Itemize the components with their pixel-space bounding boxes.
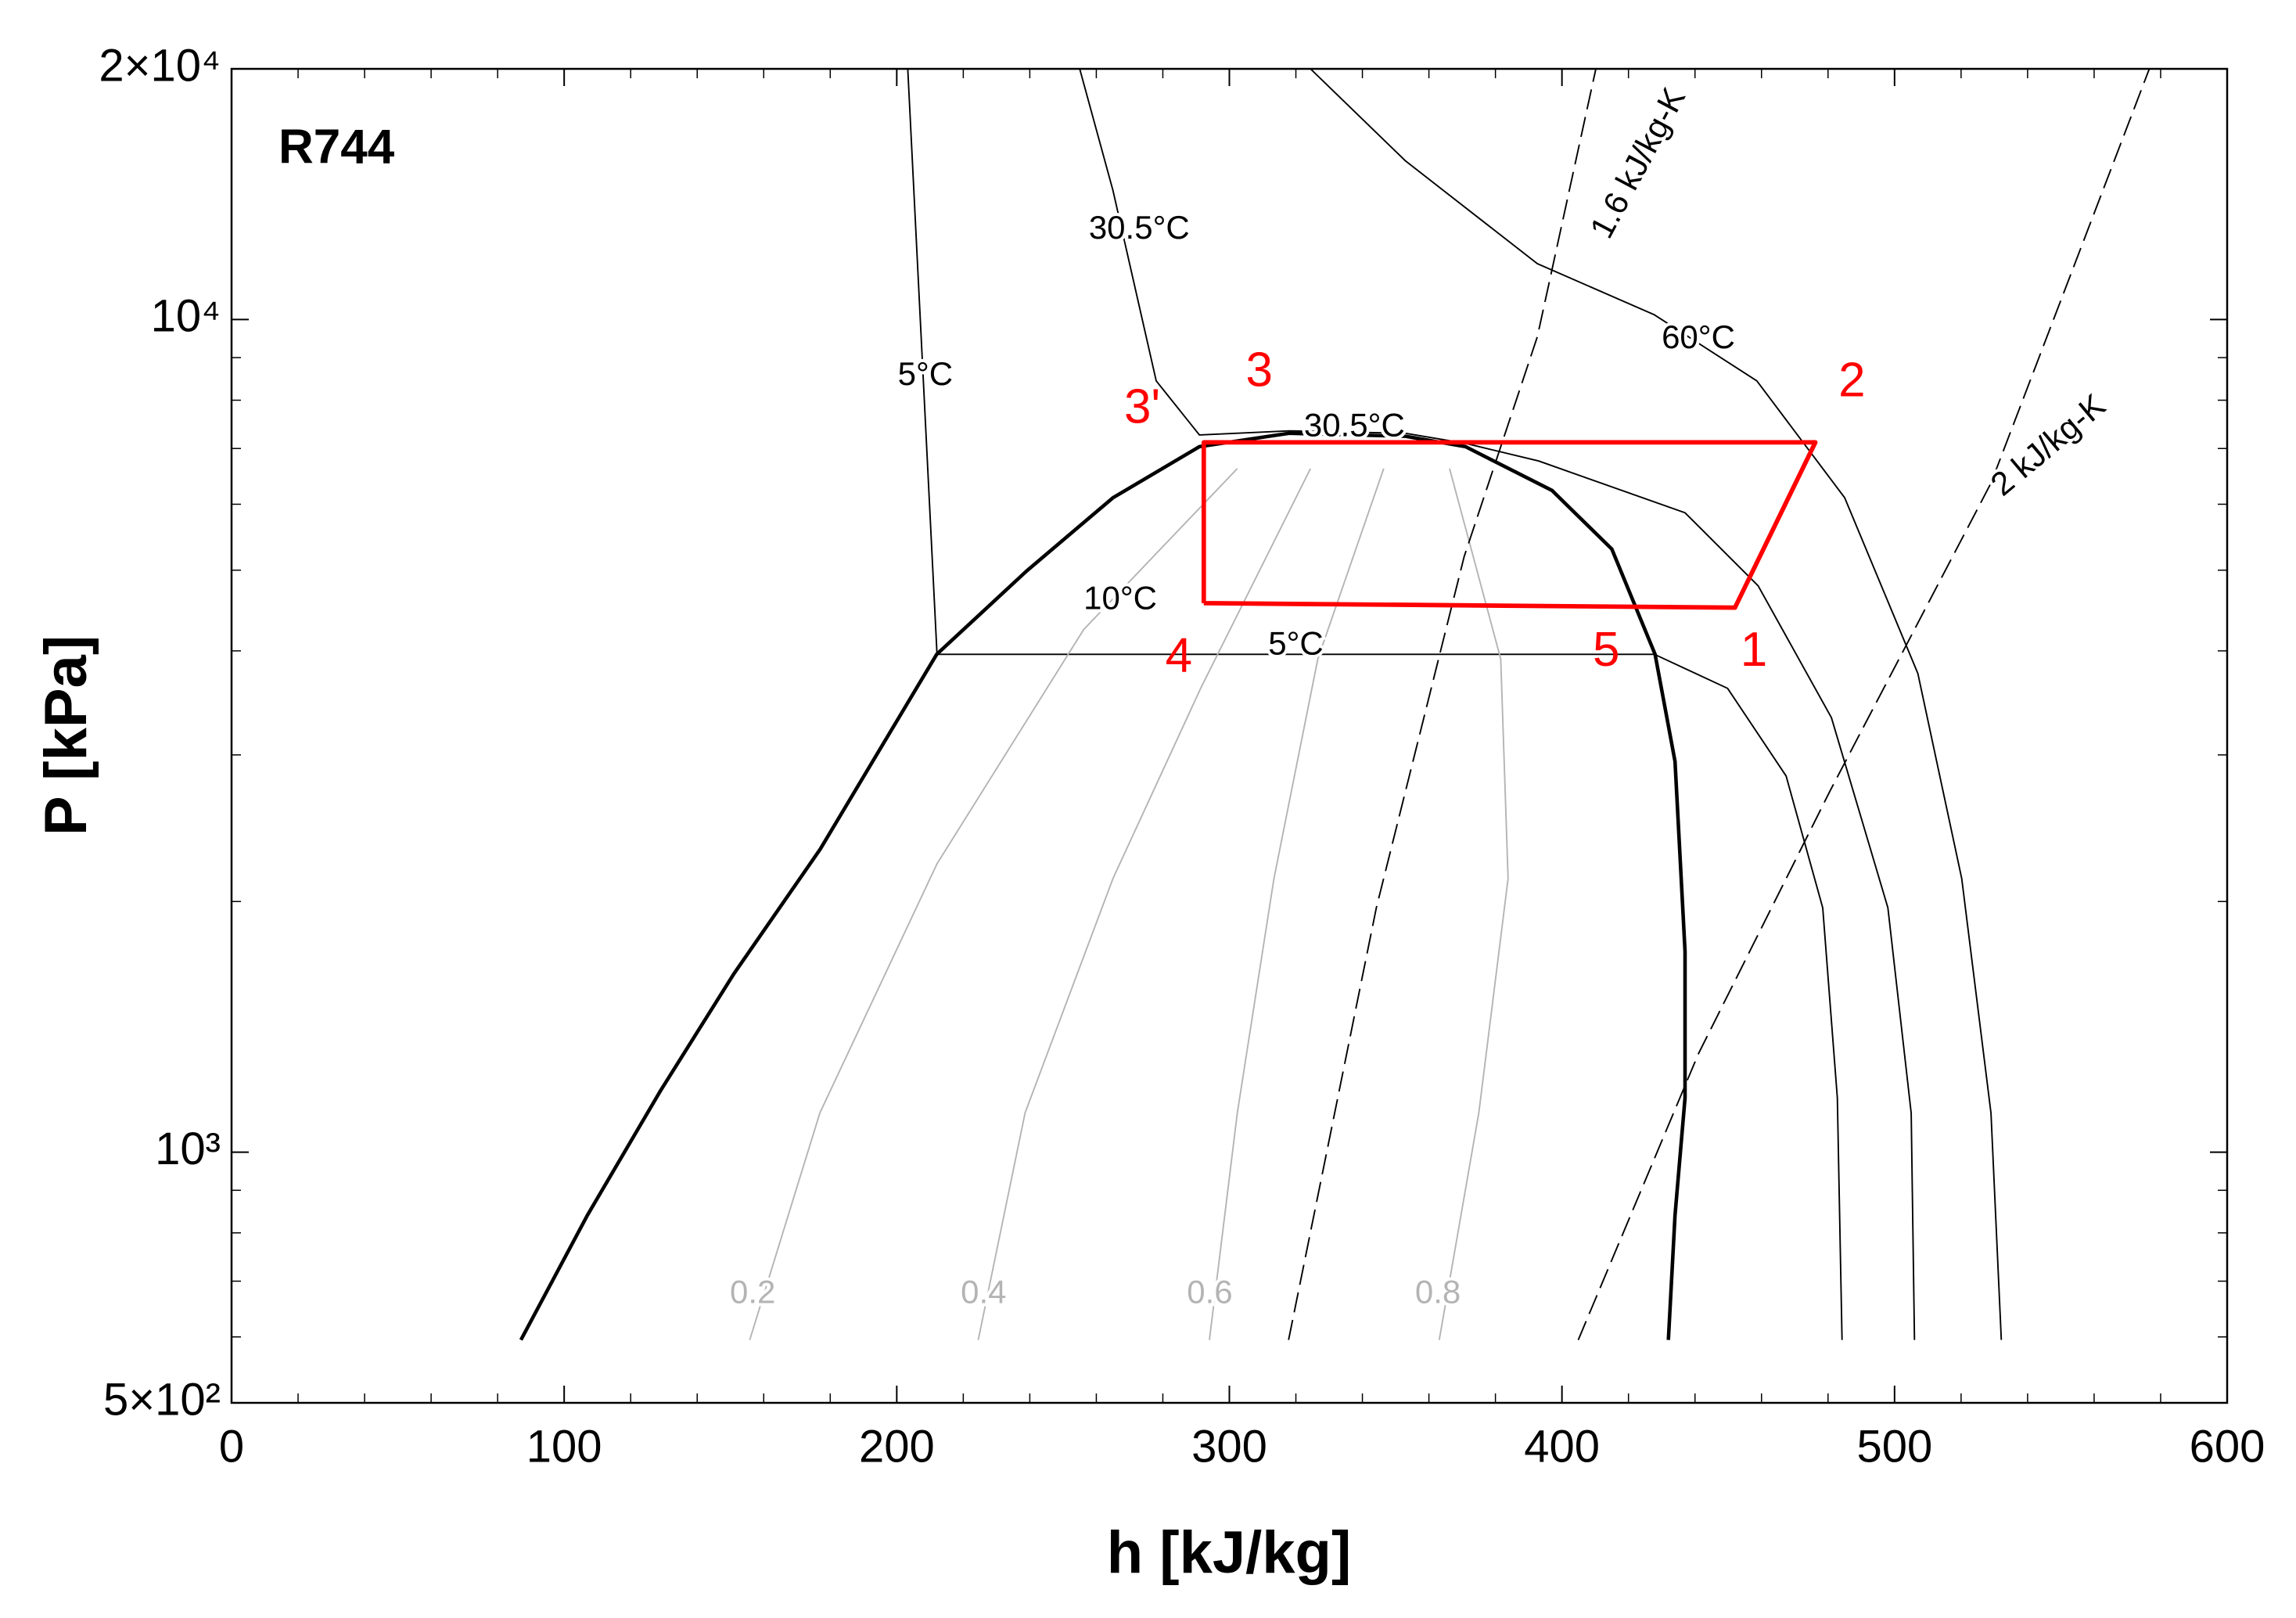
series-line: [1288, 69, 1597, 1340]
curve-label: 5°C: [1268, 624, 1324, 661]
cycle-point-label: 2: [1838, 354, 1865, 408]
curve-label: 10°C: [1083, 579, 1157, 616]
curve-label: 0.6: [1187, 1273, 1232, 1310]
series-line: [749, 468, 1238, 1340]
y-tick-label: 5×10²: [103, 1374, 221, 1425]
curve-label: 5°C: [898, 355, 954, 392]
series-line: [1209, 468, 1385, 1340]
curve-label: 0.8: [1415, 1273, 1461, 1310]
series-line: [907, 69, 1843, 1340]
cycle-point-label: 3': [1124, 379, 1160, 433]
series-line: [519, 431, 1687, 1341]
cycle-point-label: 3: [1246, 343, 1273, 397]
curve-label: 30.5°C: [1304, 407, 1405, 444]
chart-title: R744: [278, 120, 395, 174]
x-tick-label: 0: [219, 1421, 244, 1472]
curve-label: 60°C: [1662, 318, 1735, 355]
series-line: [1438, 468, 1509, 1340]
cycle-point-label: 1: [1741, 623, 1767, 677]
series-line: [1577, 69, 2150, 1340]
series-line: [977, 468, 1312, 1340]
series-line: [1310, 69, 2003, 1340]
x-tick-label: 400: [1524, 1421, 1600, 1472]
x-tick-label: 600: [2190, 1421, 2265, 1472]
series-line: [1201, 440, 1818, 610]
series-line: [1079, 69, 1916, 1340]
x-tick-label: 300: [1191, 1421, 1267, 1472]
x-axis-label: h [kJ/kg]: [1107, 1519, 1352, 1586]
curve-label: 0.2: [730, 1273, 775, 1310]
cycle-point-label: 5: [1593, 623, 1619, 677]
x-tick-label: 500: [1856, 1421, 1932, 1472]
y-tick-label: 2×10⁴: [99, 40, 221, 91]
cycle-point-label: 4: [1166, 629, 1192, 683]
y-axis-label: P [kPa]: [33, 635, 99, 836]
y-tick-label: 10³: [155, 1124, 221, 1174]
x-tick-label: 200: [859, 1421, 935, 1472]
curve-label: 30.5°C: [1089, 209, 1190, 246]
curve-label: 0.4: [961, 1273, 1006, 1310]
x-tick-label: 100: [526, 1421, 602, 1472]
y-tick-label: 10⁴: [151, 291, 221, 342]
